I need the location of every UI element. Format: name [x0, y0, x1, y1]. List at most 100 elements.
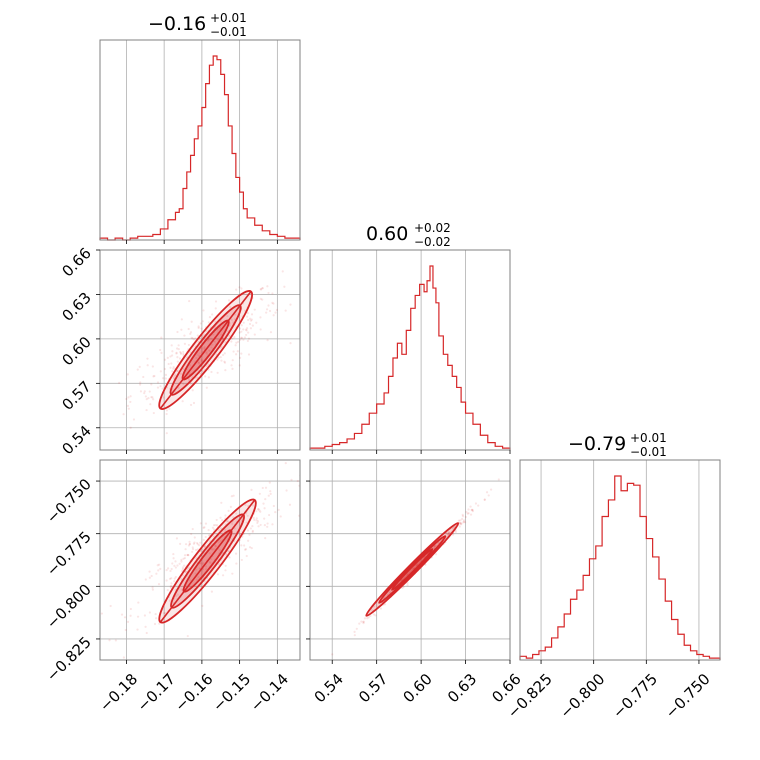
x-tick-label-p3: −0.750 — [662, 670, 714, 722]
sample-point — [181, 400, 184, 403]
sample-point — [460, 522, 463, 525]
sample-point — [272, 314, 275, 317]
sample-point — [233, 532, 236, 535]
sample-point — [247, 353, 251, 356]
sample-point — [138, 365, 141, 368]
sample-point — [244, 503, 247, 507]
sample-point — [367, 616, 370, 619]
sample-point — [225, 520, 229, 523]
sample-point — [245, 333, 248, 337]
sample-point — [240, 324, 243, 327]
sample-point — [197, 326, 200, 329]
sample-point — [172, 376, 175, 379]
sample-point — [232, 350, 235, 353]
sample-point — [416, 563, 419, 566]
sample-point — [182, 367, 185, 371]
sample-point — [275, 308, 278, 312]
sample-point — [203, 545, 206, 548]
sample-point — [459, 519, 462, 522]
sample-point — [223, 361, 227, 364]
sample-point — [224, 564, 227, 567]
sample-point — [187, 327, 190, 331]
sample-point — [207, 321, 210, 324]
sample-point — [198, 567, 201, 570]
sample-point — [159, 348, 162, 352]
panel-p1-p3 — [100, 461, 300, 659]
sample-point — [485, 491, 489, 494]
sample-point — [171, 370, 174, 373]
sample-point — [187, 554, 190, 557]
sample-point — [191, 527, 194, 531]
sample-point — [158, 622, 161, 625]
sample-point — [462, 520, 465, 523]
sample-point — [208, 552, 211, 555]
sample-point — [353, 634, 356, 637]
sample-point — [196, 548, 199, 551]
sample-point — [165, 432, 168, 435]
sample-point — [272, 302, 275, 305]
sample-point — [284, 461, 287, 465]
sample-point — [136, 628, 139, 631]
sample-point — [187, 343, 191, 347]
y-tick-label-p2: 0.57 — [58, 377, 94, 413]
sample-point — [198, 352, 201, 355]
sample-point — [250, 546, 253, 550]
sample-point — [355, 627, 358, 630]
sample-point — [129, 400, 132, 404]
sample-point — [192, 401, 196, 405]
sample-point — [201, 369, 204, 373]
sample-point — [145, 408, 148, 412]
sample-point — [458, 525, 461, 528]
sample-point — [174, 560, 177, 563]
sample-point — [204, 567, 208, 571]
sample-point — [267, 513, 271, 517]
sample-point — [466, 512, 469, 515]
density-contour — [391, 548, 434, 591]
sample-point — [204, 351, 208, 354]
title-p3-median: −0.79 — [568, 433, 626, 455]
sample-point — [360, 620, 363, 623]
sample-point — [175, 352, 178, 355]
sample-point — [170, 344, 173, 347]
sample-point — [184, 543, 188, 546]
sample-point — [178, 562, 181, 565]
sample-point — [242, 328, 245, 331]
sample-point — [199, 541, 202, 544]
sample-point — [229, 505, 232, 508]
sample-point — [192, 338, 196, 341]
sample-point — [467, 512, 470, 515]
sample-point — [415, 563, 418, 567]
sample-point — [126, 620, 130, 623]
sample-point — [259, 328, 262, 331]
x-tick-label-p1: −0.14 — [247, 670, 292, 715]
sample-point — [170, 582, 173, 585]
sample-point — [213, 340, 216, 343]
title-p1-minus: −0.01 — [210, 25, 247, 39]
panel-frame — [519, 459, 721, 661]
sample-point — [208, 349, 211, 352]
sample-point — [266, 522, 269, 525]
sample-point — [179, 351, 182, 354]
sample-point — [149, 403, 152, 406]
sample-point — [252, 516, 255, 519]
sample-point — [269, 331, 273, 334]
sample-point — [162, 612, 166, 615]
sample-point — [231, 572, 234, 575]
sample-point — [188, 364, 192, 367]
sample-point — [200, 327, 203, 330]
sample-point — [186, 553, 189, 557]
sample-point — [189, 382, 192, 385]
sample-point — [171, 562, 174, 565]
sample-point — [253, 518, 256, 521]
sample-point — [207, 376, 210, 379]
sample-point — [374, 614, 377, 617]
sample-point — [236, 350, 239, 353]
sample-point — [192, 542, 196, 545]
sample-point — [204, 522, 208, 525]
sample-point — [255, 517, 258, 520]
sample-point — [171, 350, 174, 353]
sample-point — [197, 361, 200, 364]
sample-point — [169, 577, 172, 580]
sample-point — [261, 486, 264, 490]
